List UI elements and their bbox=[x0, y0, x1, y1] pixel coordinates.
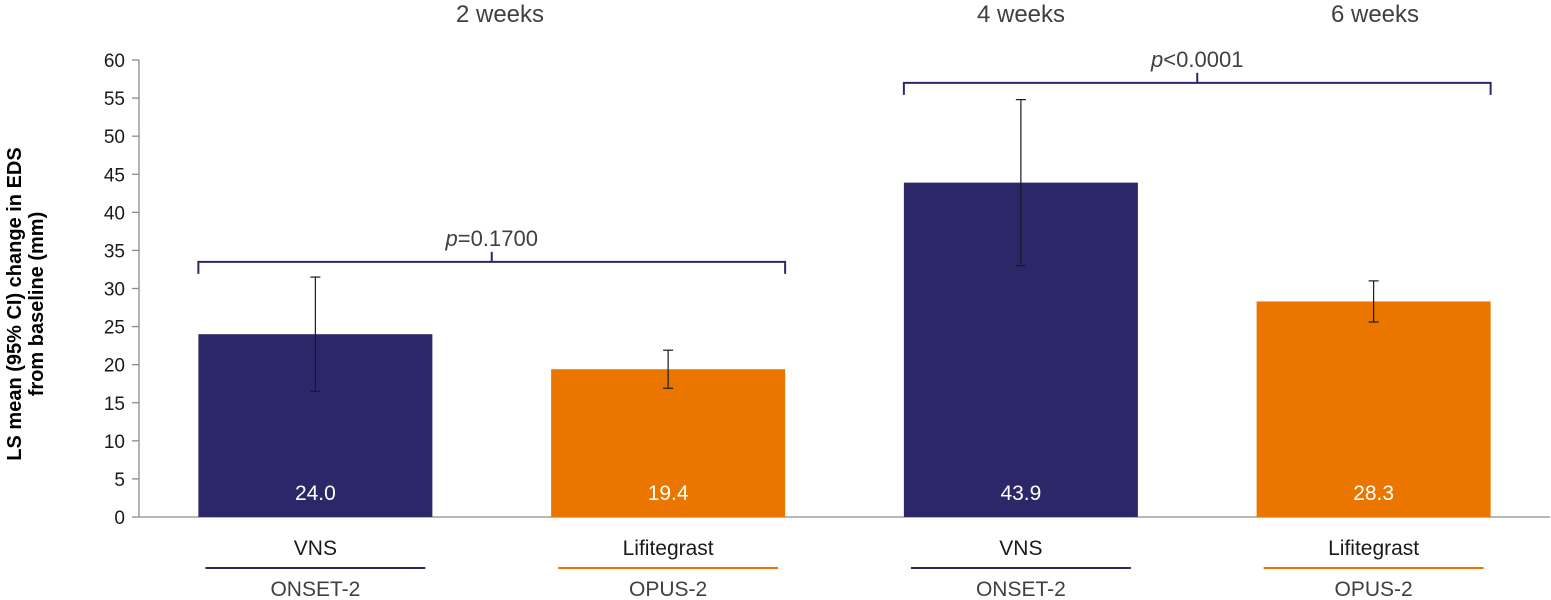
y-tick-label: 15 bbox=[104, 394, 125, 415]
timepoint-label-4-weeks: 4 weeks bbox=[977, 1, 1065, 28]
y-tick-label: 40 bbox=[104, 203, 125, 224]
y-axis: 0 5 10 15 20 25 30 35 40 45 50 55 60 bbox=[104, 51, 140, 529]
y-tick-label: 0 bbox=[114, 508, 125, 529]
bar bbox=[1256, 301, 1491, 517]
y-tick-label: 45 bbox=[104, 165, 125, 186]
p-value-label: p=0.1700 bbox=[445, 226, 538, 251]
y-tick-label: 50 bbox=[104, 127, 125, 148]
study-label: OPUS-2 bbox=[1335, 578, 1413, 600]
p-value-symbol: p bbox=[445, 226, 458, 251]
timepoint-label-2-weeks: 2 weeks bbox=[456, 1, 544, 28]
y-tick-label: 20 bbox=[104, 356, 125, 377]
bars: 24.0 19.4 43.9 28.3 bbox=[198, 99, 1491, 517]
study-label: ONSET-2 bbox=[270, 578, 360, 600]
p-value-text: <0.0001 bbox=[1163, 47, 1243, 72]
comparison-bracket bbox=[197, 260, 787, 274]
study-label: ONSET-2 bbox=[976, 578, 1066, 600]
y-axis-label: LS mean (95% CI) change in EDS from base… bbox=[4, 147, 48, 460]
bar bbox=[551, 369, 786, 517]
y-tick-label: 10 bbox=[104, 432, 125, 453]
category-labels: VNS ONSET-2 Lifitegrast OPUS-2 VNS ONSET-2 Lif… bbox=[205, 537, 1484, 600]
bar-value-label: 28.3 bbox=[1353, 482, 1394, 505]
y-axis-label-line2: from baseline (mm) bbox=[26, 212, 48, 396]
study-label: OPUS-2 bbox=[629, 578, 707, 600]
y-tick-label: 25 bbox=[104, 318, 125, 339]
y-tick-label: 30 bbox=[104, 280, 125, 301]
bar-value-label: 24.0 bbox=[295, 482, 336, 505]
timepoint-labels: 2 weeks 4 weeks 6 weeks bbox=[456, 1, 1419, 28]
p-value-text: =0.1700 bbox=[458, 226, 538, 251]
y-tick-label: 35 bbox=[104, 241, 125, 262]
p-value-symbol: p bbox=[1150, 47, 1163, 72]
y-axis-label-line1: LS mean (95% CI) change in EDS bbox=[4, 147, 26, 460]
y-tick-label: 5 bbox=[114, 470, 125, 491]
bar-value-label: 43.9 bbox=[1000, 482, 1041, 505]
category-label: VNS bbox=[999, 537, 1042, 560]
y-tick-label: 55 bbox=[104, 89, 125, 110]
bar-value-label: 19.4 bbox=[648, 482, 689, 505]
p-value-label: p<0.0001 bbox=[1150, 47, 1243, 72]
category-label: VNS bbox=[294, 537, 337, 560]
comparison-bracket bbox=[902, 81, 1492, 95]
y-tick-label: 60 bbox=[104, 51, 125, 72]
category-label: Lifitegrast bbox=[1328, 537, 1419, 560]
category-label: Lifitegrast bbox=[623, 537, 714, 560]
timepoint-label-6-weeks: 6 weeks bbox=[1331, 1, 1419, 28]
